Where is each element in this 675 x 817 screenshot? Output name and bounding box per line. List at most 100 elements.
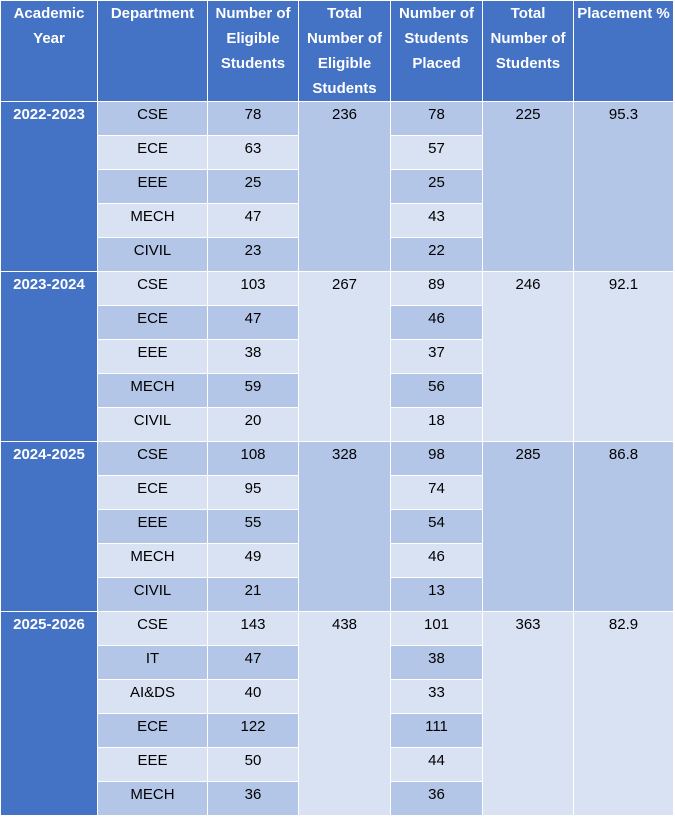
placement-percent: 95.3 [573, 101, 674, 272]
students-placed: 54 [390, 509, 483, 544]
eligible-students: 47 [207, 203, 299, 238]
table-body: 2022-2023 CSE 78 236 78 225 95.3 ECE 63 57 EEE 25 25… [0, 101, 674, 816]
students-placed: 111 [390, 713, 483, 748]
total-placed: 363 [482, 611, 574, 816]
students-placed: 98 [390, 441, 483, 476]
table-row: CIVIL 20 18 [1, 407, 674, 442]
column-header: Placement % [573, 0, 674, 102]
department: AI&DS [97, 679, 208, 714]
total-placed: 285 [482, 441, 574, 612]
table-row: MECH 49 46 [1, 543, 674, 578]
department: ECE [97, 135, 208, 170]
students-placed: 89 [390, 271, 483, 306]
academic-year: 2024-2025 [0, 441, 98, 612]
department: CSE [97, 271, 208, 306]
column-header: Number of Students Placed [390, 0, 483, 102]
department: ECE [97, 713, 208, 748]
header-row: Academic Year Department Number of Eligibl… [0, 0, 674, 102]
total-placed: 225 [482, 101, 574, 272]
students-placed: 37 [390, 339, 483, 374]
column-header: Number of Eligible Students [207, 0, 299, 102]
students-placed: 44 [390, 747, 483, 782]
students-placed: 78 [390, 101, 483, 136]
department: MECH [97, 781, 208, 816]
department: CSE [97, 611, 208, 646]
students-placed: 74 [390, 475, 483, 510]
department: CSE [97, 441, 208, 476]
table-row: ECE 47 46 [1, 305, 674, 340]
department: EEE [97, 339, 208, 374]
academic-year: 2023-2024 [0, 271, 98, 442]
table-row: MECH 36 36 [1, 781, 674, 816]
eligible-students: 25 [207, 169, 299, 204]
eligible-students: 49 [207, 543, 299, 578]
eligible-students: 50 [207, 747, 299, 782]
placement-percent: 86.8 [573, 441, 674, 612]
table-row: 2023-2024 CSE 103 267 89 246 92.1 [0, 271, 674, 442]
students-placed: 33 [390, 679, 483, 714]
eligible-students: 20 [207, 407, 299, 442]
department: IT [97, 645, 208, 680]
academic-year: 2022-2023 [0, 101, 98, 272]
department: MECH [97, 203, 208, 238]
students-placed: 101 [390, 611, 483, 646]
table-header: Academic Year Department Number of Eligibl… [0, 0, 674, 102]
eligible-students: 55 [207, 509, 299, 544]
table-row: CIVIL 21 13 [1, 577, 674, 612]
students-placed: 36 [390, 781, 483, 816]
table-row: EEE 50 44 [1, 747, 674, 782]
students-placed: 46 [390, 543, 483, 578]
students-placed: 56 [390, 373, 483, 408]
students-placed: 38 [390, 645, 483, 680]
department: ECE [97, 305, 208, 340]
total-eligible: 328 [298, 441, 391, 612]
students-placed: 25 [390, 169, 483, 204]
students-placed: 46 [390, 305, 483, 340]
department: EEE [97, 747, 208, 782]
placement-percent: 82.9 [573, 611, 674, 816]
students-placed: 18 [390, 407, 483, 442]
students-placed: 43 [390, 203, 483, 238]
department: MECH [97, 543, 208, 578]
table-row: MECH 59 56 [1, 373, 674, 408]
column-header: Total Number of Students [482, 0, 574, 102]
eligible-students: 23 [207, 237, 299, 272]
table-row: MECH 47 43 [1, 203, 674, 238]
department: EEE [97, 169, 208, 204]
eligible-students: 38 [207, 339, 299, 374]
students-placed: 13 [390, 577, 483, 612]
table-row: AI&DS 40 33 [1, 679, 674, 714]
students-placed: 22 [390, 237, 483, 272]
eligible-students: 108 [207, 441, 299, 476]
eligible-students: 122 [207, 713, 299, 748]
placement-percent: 92.1 [573, 271, 674, 442]
table-row: ECE 95 74 [1, 475, 674, 510]
table-row: EEE 25 25 [1, 169, 674, 204]
table-row: ECE 63 57 [1, 135, 674, 170]
eligible-students: 47 [207, 645, 299, 680]
total-placed: 246 [482, 271, 574, 442]
department: CIVIL [97, 237, 208, 272]
academic-year: 2025-2026 [0, 611, 98, 816]
eligible-students: 63 [207, 135, 299, 170]
eligible-students: 95 [207, 475, 299, 510]
department: EEE [97, 509, 208, 544]
eligible-students: 78 [207, 101, 299, 136]
eligible-students: 59 [207, 373, 299, 408]
department: CIVIL [97, 407, 208, 442]
department: CSE [97, 101, 208, 136]
table-row: 2022-2023 CSE 78 236 78 225 95.3 [0, 101, 674, 272]
eligible-students: 47 [207, 305, 299, 340]
department: CIVIL [97, 577, 208, 612]
table-row: 2024-2025 CSE 108 328 98 285 86.8 [0, 441, 674, 612]
eligible-students: 143 [207, 611, 299, 646]
column-header: Academic Year [0, 0, 98, 102]
total-eligible: 267 [298, 271, 391, 442]
eligible-students: 103 [207, 271, 299, 306]
column-header: Department [97, 0, 208, 102]
total-eligible: 236 [298, 101, 391, 272]
department: MECH [97, 373, 208, 408]
students-placed: 57 [390, 135, 483, 170]
